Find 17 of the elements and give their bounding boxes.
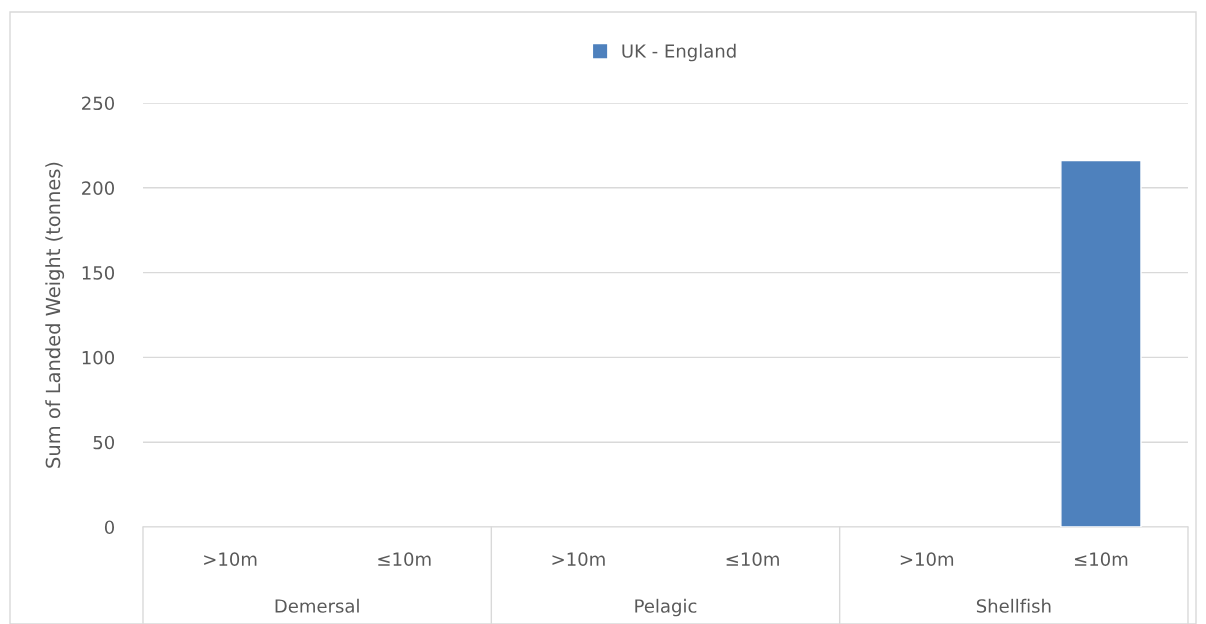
y-tick-label: 150 bbox=[82, 266, 115, 280]
x-tick-label: >10m bbox=[204, 552, 257, 566]
legend-label: UK - England bbox=[622, 43, 736, 62]
text: Demersal bbox=[275, 598, 359, 613]
y-tick-label: 100 bbox=[82, 350, 115, 365]
x-tick-label: ≤10m bbox=[726, 552, 779, 566]
y-axis-title: Sum of Landed Weight (tonnes) bbox=[45, 162, 65, 468]
x-tick-label: ≤10m bbox=[1074, 552, 1128, 566]
text: Shellfish bbox=[976, 598, 1051, 613]
y-tick-label: 0 bbox=[104, 520, 115, 535]
y-tick-label: 200 bbox=[82, 181, 115, 195]
y-tick-label: 250 bbox=[82, 96, 115, 111]
x-tick-label: >10m bbox=[552, 552, 605, 566]
text: Pelagic bbox=[635, 598, 697, 617]
x-tick-label: >10m bbox=[900, 552, 954, 566]
x-tick-label: ≤10m bbox=[378, 552, 431, 566]
y-tick-label: 50 bbox=[93, 435, 115, 450]
